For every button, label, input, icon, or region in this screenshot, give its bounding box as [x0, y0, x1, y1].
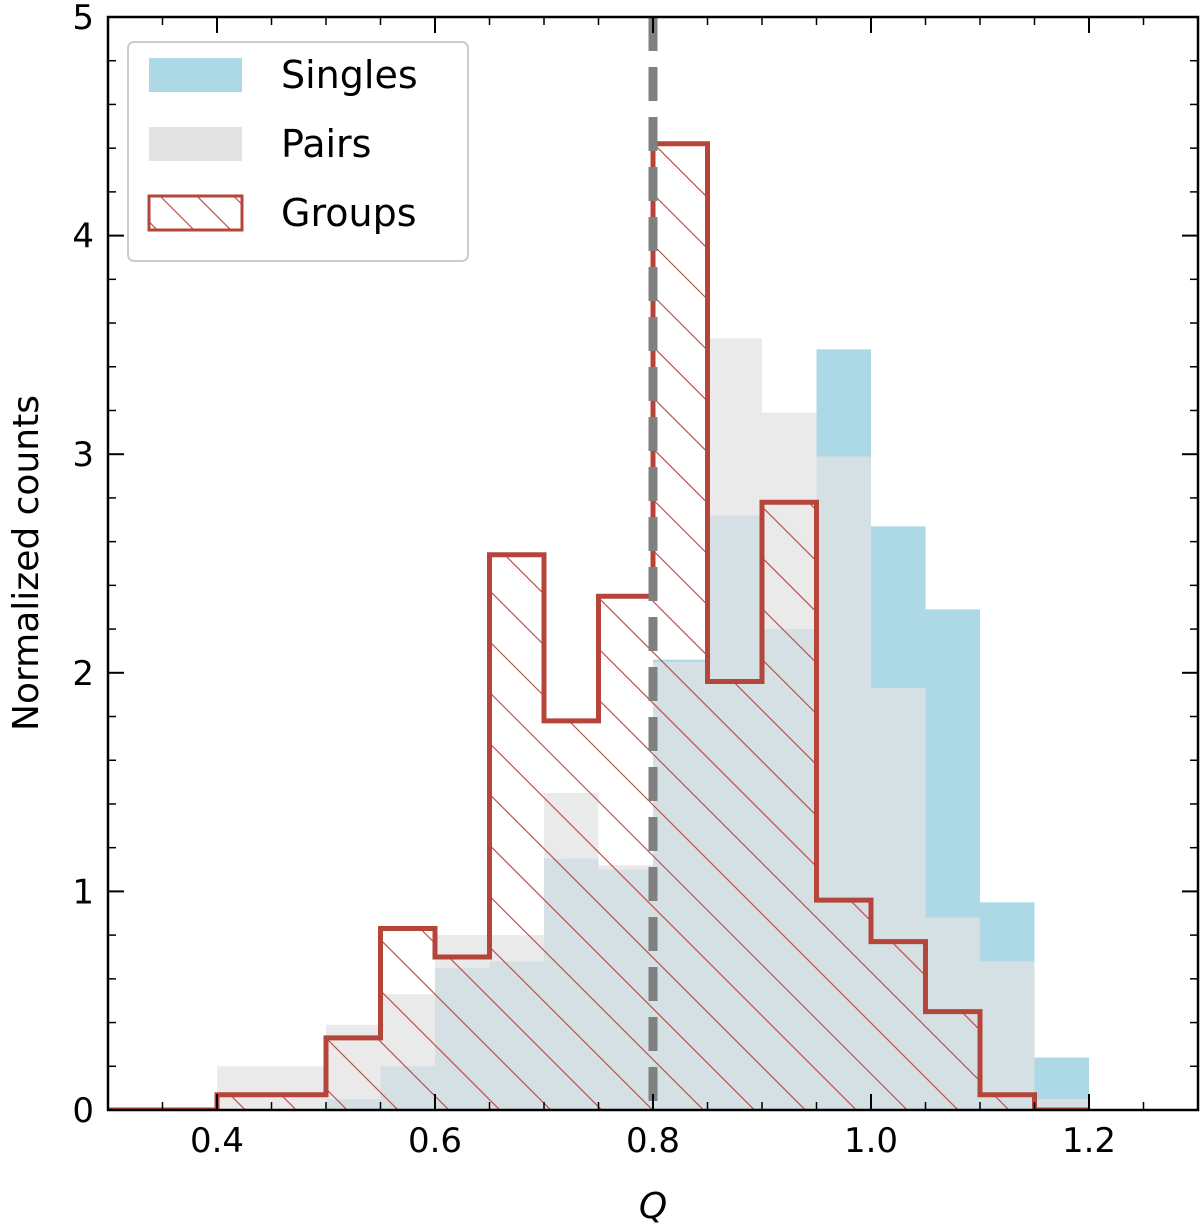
y-tick-label: 4	[72, 217, 94, 257]
y-tick-label: 2	[72, 654, 94, 694]
legend-label-groups: Groups	[281, 191, 417, 235]
y-tick-label: 0	[72, 1091, 94, 1131]
x-tick-label: 0.4	[190, 1121, 244, 1161]
y-tick-label: 1	[72, 872, 94, 912]
legend-swatch-pairs	[149, 127, 242, 161]
x-tick-label: 0.6	[408, 1121, 462, 1161]
legend-swatch-groups	[147, 194, 244, 232]
x-tick-label: 0.8	[626, 1121, 680, 1161]
legend-swatch-singles	[149, 58, 242, 92]
x-tick-label: 1.0	[844, 1121, 898, 1161]
y-axis-label: Normalized counts	[6, 395, 47, 731]
pairs-bar	[980, 961, 1035, 1110]
legend-label-singles: Singles	[281, 53, 418, 97]
y-tick-label: 3	[72, 435, 94, 475]
pairs-bar	[1034, 1099, 1089, 1110]
x-tick-label: 1.2	[1062, 1121, 1116, 1161]
legend-label-pairs: Pairs	[281, 122, 371, 166]
ticks-layer: 0.4 0.6 0.8 1.0 1.2 0 1 2 3 4 5	[72, 0, 1198, 1161]
y-tick-label: 5	[72, 0, 94, 38]
legend: Singles Pairs Groups	[127, 41, 469, 262]
x-axis-label: Q	[639, 1186, 667, 1227]
